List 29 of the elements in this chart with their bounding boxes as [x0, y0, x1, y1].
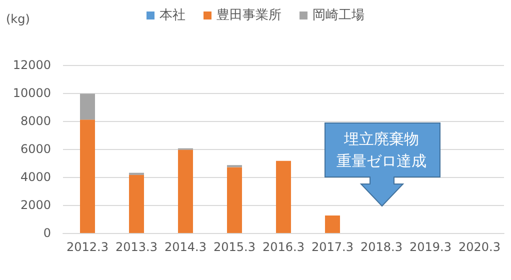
x-tick-label: 2019.3 [410, 240, 452, 254]
bar [80, 120, 95, 233]
y-tick-label: 10000 [12, 86, 51, 100]
y-tick-label: 6000 [20, 142, 51, 156]
legend-label: 本社 [160, 8, 186, 23]
x-tick-label: 2015.3 [214, 240, 256, 254]
bar [80, 94, 95, 120]
legend-label: 豊田事業所 [216, 8, 282, 23]
y-tick-label: 0 [43, 226, 51, 240]
x-tick-label: 2013.3 [116, 240, 158, 254]
bar [325, 216, 340, 233]
bar [227, 167, 242, 233]
x-tick-label: 2018.3 [360, 240, 402, 254]
bar [276, 160, 291, 233]
annotation: 重量ゼロ達成 [336, 152, 426, 170]
x-tick-label: 2017.3 [312, 240, 354, 254]
y-tick-label: 4000 [20, 170, 51, 184]
x-tick-label: 2020.3 [458, 240, 500, 254]
y-tick-label: 12000 [12, 58, 51, 72]
y-tick-label: 8000 [20, 114, 51, 128]
x-tick-label: 2012.3 [66, 240, 108, 254]
bar [178, 150, 193, 233]
x-tick-label: 2016.3 [262, 240, 304, 254]
x-tick-label: 2014.3 [164, 240, 206, 254]
y-axis-title: (kg) [6, 12, 30, 26]
legend-label: 岡崎工場 [312, 8, 364, 23]
bar [129, 174, 144, 233]
annotation: 埋立廃棄物 [344, 130, 419, 148]
y-tick-label: 2000 [20, 198, 51, 212]
